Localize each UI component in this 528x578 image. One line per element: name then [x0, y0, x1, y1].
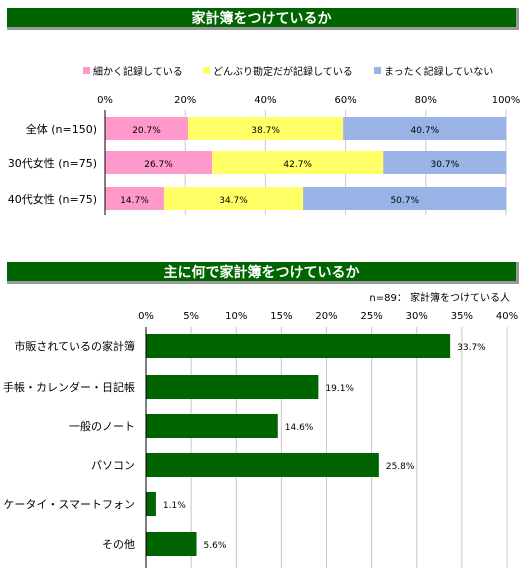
chart2-bar	[146, 414, 278, 438]
chart1-value-label: 14.7%	[120, 196, 149, 206]
legend-swatch-3	[374, 67, 381, 74]
chart1-value-label: 40.7%	[411, 126, 440, 136]
chart2-value-label: 33.7%	[457, 343, 486, 353]
chart1-bar-segment	[188, 117, 344, 140]
chart1-value-label: 30.7%	[431, 160, 460, 170]
chart2-bar	[146, 492, 156, 516]
chart2-value-label: 1.1%	[163, 501, 186, 511]
chart1-bar-segment	[343, 117, 507, 140]
chart2-bar	[146, 532, 197, 556]
chart1-value-label: 38.7%	[251, 126, 280, 136]
chart1-bar-segment	[212, 151, 384, 174]
chart2-bar	[146, 334, 451, 358]
chart2-x-tick-label: 30%	[406, 311, 428, 322]
legend-swatch-2	[203, 67, 210, 74]
chart1-x-tick-label: 60%	[334, 95, 356, 106]
chart2-x-tick-label: 40%	[496, 311, 518, 322]
chart1-value-label: 50.7%	[390, 196, 419, 206]
chart1-x-tick-label: 100%	[492, 95, 521, 106]
chart2-value-label: 5.6%	[204, 541, 227, 551]
legend-label-3: まったく記録していない	[384, 65, 493, 78]
chart2-bar	[146, 453, 379, 477]
chart2-x-tick-label: 15%	[270, 311, 292, 322]
chart2-x-tick-label: 35%	[451, 311, 473, 322]
chart1-bar-segment	[383, 151, 507, 174]
chart2-note: n=89： 家計簿をつけている人	[369, 291, 510, 304]
chart1-value-label: 42.7%	[283, 160, 312, 170]
chart2-category-label: 市販されているの家計簿	[14, 339, 135, 353]
chart2-x-tick-label: 0%	[138, 311, 154, 322]
legend-label-1: 細かく記録している	[93, 65, 183, 78]
chart1-x-tick-label: 20%	[174, 95, 196, 106]
chart2-value-label: 14.6%	[285, 423, 314, 433]
chart2-x-tick-label: 10%	[225, 311, 247, 322]
chart2-x-tick-label: 5%	[183, 311, 199, 322]
chart1-x-tick-label: 40%	[254, 95, 276, 106]
chart1-category-label: 40代女性 (n=75)	[8, 192, 97, 206]
chart2-category-label: パソコン	[91, 459, 135, 472]
legend-swatch-1	[83, 67, 90, 74]
chart1-value-label: 20.7%	[132, 126, 161, 136]
chart2-x-tick-label: 25%	[361, 311, 383, 322]
chart1-bar-segment	[163, 187, 304, 210]
chart2-title: 主に何で家計簿をつけているか	[163, 264, 360, 281]
chart1-x-tick-label: 0%	[97, 95, 113, 106]
chart2-value-label: 25.8%	[386, 462, 415, 472]
chart2-category-label: ケータイ・スマートフォン	[3, 498, 135, 511]
chart1-value-label: 34.7%	[219, 196, 248, 206]
chart1-value-label: 26.7%	[144, 160, 173, 170]
chart2-x-tick-label: 20%	[315, 311, 337, 322]
chart1-category-label: 30代女性 (n=75)	[8, 156, 97, 170]
chart1-x-tick-label: 80%	[415, 95, 437, 106]
chart1-bar-segment	[303, 187, 507, 210]
chart2-title-banner: 主に何で家計簿をつけているか	[7, 262, 519, 284]
chart2-category-label: 一般のノート	[69, 420, 135, 433]
chart2-value-label: 19.1%	[325, 384, 354, 394]
chart1-bar-segment	[105, 187, 164, 210]
chart2-category-label: 手帳・カレンダー・日記帳	[3, 380, 135, 394]
legend-label-2: どんぶり勘定だが記録している	[213, 65, 353, 78]
chart2-bar	[146, 375, 319, 399]
chart1-bar-segment	[105, 151, 213, 174]
chart1-title: 家計簿をつけているか	[191, 10, 332, 27]
chart1-category-label: 全体 (n=150)	[26, 122, 97, 136]
chart1-bar-segment	[105, 117, 189, 140]
chart2-category-label: その他	[102, 538, 135, 551]
chart1-title-banner: 家計簿をつけているか	[7, 8, 519, 30]
